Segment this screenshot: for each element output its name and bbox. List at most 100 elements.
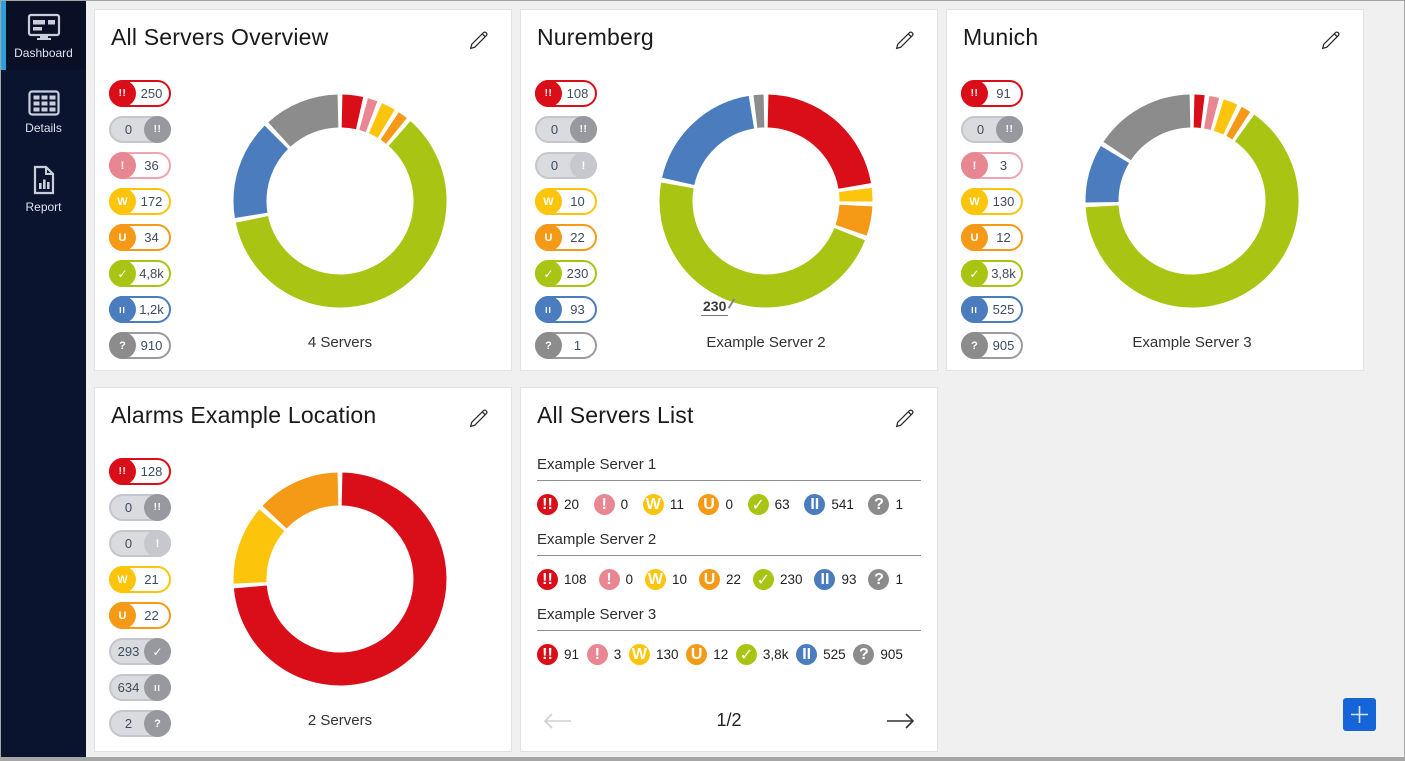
status-badge-warning[interactable]: W 21 (109, 566, 171, 593)
exclamation-icon: ! (598, 569, 620, 590)
pause-icon: II (814, 569, 836, 590)
status-badge-unknown[interactable]: 2? (109, 710, 171, 737)
status-badge-warning[interactable]: W 10 (535, 188, 597, 215)
warning-icon: W (961, 188, 988, 215)
down-icon: !! (961, 80, 988, 107)
status-badge-down-ack[interactable]: 0!! (109, 494, 171, 521)
donut-chart-alarms[interactable] (225, 464, 455, 694)
question-icon: ? (961, 332, 988, 359)
status-badge-down[interactable]: !! 108 (535, 80, 597, 107)
server-name[interactable]: Example Server 2 (537, 531, 657, 548)
donut-chart-nuremberg[interactable]: 230 (651, 86, 881, 316)
pause-icon: II (109, 296, 136, 323)
status-badge-down-partial[interactable]: ! 3 (961, 152, 1023, 179)
unusual-icon: U (961, 224, 988, 251)
status-badge-down-partial[interactable]: 0! (109, 530, 171, 557)
server-name[interactable]: Example Server 1 (537, 456, 657, 473)
plus-icon (1351, 706, 1368, 723)
donut-chart-overview[interactable] (225, 86, 455, 316)
exclamation-icon: ! (593, 494, 615, 515)
count-unknown: ? 1 (868, 494, 903, 515)
warning-icon: W (644, 569, 666, 590)
status-badge-down-ack[interactable]: 0!! (535, 116, 597, 143)
count-paused: II 541 (804, 494, 854, 515)
status-badge-unknown[interactable]: ? 1 (535, 332, 597, 359)
status-badge-down[interactable]: !! 250 (109, 80, 171, 107)
status-badge-up[interactable]: ✓ 4,8k (109, 260, 171, 287)
pause-icon: II (961, 296, 988, 323)
check-icon: ✓ (109, 260, 136, 287)
add-dashboard-item-button[interactable] (1343, 698, 1376, 731)
report-icon (31, 165, 57, 195)
status-badge-paused[interactable]: II 1,2k (109, 296, 171, 323)
count-unusual: U 12 (686, 644, 728, 665)
edit-pencil-icon[interactable] (890, 26, 919, 58)
question-icon: ? (868, 569, 890, 590)
card-all-servers-overview: All Servers Overview !! 250 0!! ! 36 W 172 … (94, 9, 512, 371)
donut-chart-munich[interactable] (1077, 86, 1307, 316)
down-ack-icon: !! (144, 494, 171, 521)
dashboard-icon (27, 13, 61, 41)
status-badge-paused[interactable]: II 93 (535, 296, 597, 323)
status-badge-down-partial[interactable]: 0! (535, 152, 597, 179)
pause-icon: II (144, 674, 171, 701)
sidebar-item-report[interactable]: Report (1, 153, 86, 224)
status-badge-down-ack[interactable]: 0!! (961, 116, 1023, 143)
server-name[interactable]: Example Server 3 (537, 606, 657, 623)
sidebar-item-label: Dashboard (14, 46, 73, 60)
status-badge-unusual[interactable]: U 22 (109, 602, 171, 629)
check-icon: ✓ (961, 260, 988, 287)
details-grid-icon (27, 90, 60, 116)
status-badge-up[interactable]: ✓ 3,8k (961, 260, 1023, 287)
status-badge-down[interactable]: !! 128 (109, 458, 171, 485)
card-all-servers-list: All Servers List Example Server 1 !! 20 !… (520, 387, 938, 752)
edit-pencil-icon[interactable] (464, 404, 493, 436)
count-warning: W 10 (644, 569, 687, 590)
divider (537, 630, 921, 631)
status-badge-down-partial[interactable]: ! 36 (109, 152, 171, 179)
check-icon: ✓ (535, 260, 562, 287)
pause-icon: II (796, 644, 818, 665)
exclamation-icon: ! (570, 152, 597, 179)
status-badge-down[interactable]: !! 91 (961, 80, 1023, 107)
card-title: All Servers Overview (111, 24, 329, 50)
status-badge-unknown[interactable]: ? 905 (961, 332, 1023, 359)
exclamation-icon: ! (109, 152, 136, 179)
status-badge-warning[interactable]: W 172 (109, 188, 171, 215)
status-badge-unusual[interactable]: U 34 (109, 224, 171, 251)
unusual-icon: U (698, 494, 720, 515)
status-badge-unusual[interactable]: U 12 (961, 224, 1023, 251)
sidebar-item-dashboard[interactable]: Dashboard (1, 1, 86, 70)
warning-icon: W (535, 188, 562, 215)
status-badge-column: !! 91 0!! ! 3 W 130 U 12 ✓ 3,8k II 525 ? 905 (961, 80, 1031, 370)
status-badge-up[interactable]: 293 ✓ (109, 638, 171, 665)
down-ack-icon: !! (570, 116, 597, 143)
status-badge-unusual[interactable]: U 22 (535, 224, 597, 251)
count-down-partial: ! 3 (586, 644, 621, 665)
warning-icon: W (642, 494, 664, 515)
edit-pencil-icon[interactable] (890, 404, 919, 436)
chart-caption: 2 Servers (307, 712, 373, 729)
next-page-arrow-icon[interactable] (885, 712, 917, 730)
edit-pencil-icon[interactable] (1316, 26, 1345, 58)
status-badge-down-ack[interactable]: 0!! (109, 116, 171, 143)
count-down-partial: ! 0 (593, 494, 628, 515)
status-badge-paused[interactable]: II 525 (961, 296, 1023, 323)
status-badge-warning[interactable]: W 130 (961, 188, 1023, 215)
status-badge-up[interactable]: ✓ 230 (535, 260, 597, 287)
status-badge-paused[interactable]: 634 II (109, 674, 171, 701)
warning-icon: W (109, 188, 136, 215)
unusual-icon: U (686, 644, 708, 665)
count-down: !! 20 (537, 494, 579, 515)
prev-page-arrow-icon[interactable] (541, 712, 573, 730)
down-icon: !! (109, 80, 136, 107)
down-ack-icon: !! (996, 116, 1023, 143)
status-badge-unknown[interactable]: ? 910 (109, 332, 171, 359)
down-ack-icon: !! (144, 116, 171, 143)
count-paused: II 525 (796, 644, 846, 665)
card-munich: Munich !! 91 0!! ! 3 W 130 U 12 ✓ 3,8k II 525 … (946, 9, 1364, 371)
sidebar-item-details[interactable]: Details (1, 78, 86, 145)
edit-pencil-icon[interactable] (464, 26, 493, 58)
